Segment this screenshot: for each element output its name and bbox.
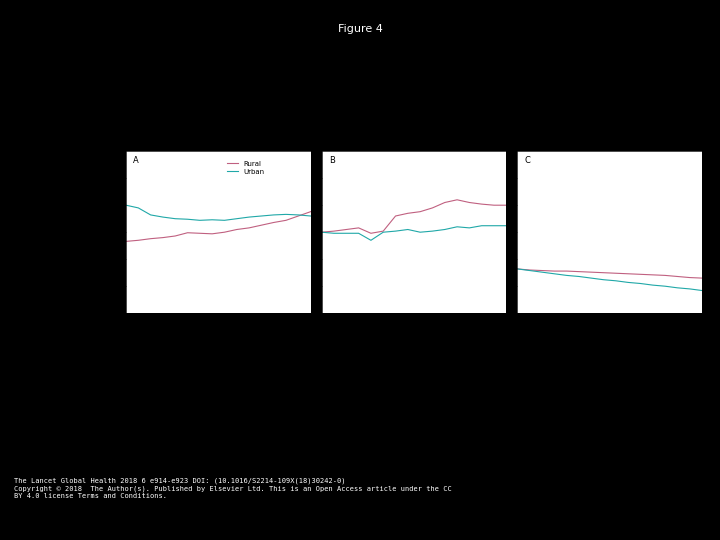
Rural (538, 267, 546, 274)
Urban (465, 225, 474, 231)
Rural (158, 234, 167, 241)
Urban (306, 213, 315, 219)
Urban (649, 282, 657, 288)
Rural (257, 222, 266, 228)
Urban (379, 229, 387, 235)
Rural (526, 267, 534, 273)
Line: Urban: Urban (518, 269, 702, 291)
Rural (391, 213, 400, 219)
Urban (611, 278, 620, 284)
Rural (490, 202, 498, 208)
Rural (342, 226, 351, 233)
Urban (502, 222, 510, 229)
Rural (636, 271, 645, 278)
Rural (587, 269, 595, 275)
Line: Urban: Urban (126, 205, 310, 220)
Urban (587, 275, 595, 281)
Urban (342, 230, 351, 237)
Rural (318, 229, 326, 235)
Rural (477, 201, 486, 207)
Urban (330, 230, 338, 237)
Urban (453, 224, 462, 230)
Rural (550, 268, 559, 274)
Urban (233, 215, 241, 222)
Rural (220, 229, 229, 235)
Urban (441, 226, 449, 233)
Urban (673, 285, 682, 291)
Line: Rural: Rural (518, 269, 702, 278)
Rural (685, 274, 694, 281)
Rural (441, 199, 449, 206)
Rural (330, 228, 338, 234)
Rural (366, 230, 375, 237)
Legend: Rural, Urban: Rural, Urban (225, 158, 267, 178)
Urban (366, 237, 375, 244)
Rural (624, 271, 632, 277)
Text: B: B (329, 156, 335, 165)
Urban (562, 272, 571, 279)
Rural (698, 275, 706, 281)
Urban (661, 283, 670, 289)
Rural (134, 237, 143, 244)
Rural (146, 235, 155, 242)
Rural (453, 197, 462, 203)
Urban (318, 229, 326, 235)
Text: C: C (525, 156, 531, 165)
Text: A: A (133, 156, 139, 165)
Urban (575, 273, 583, 280)
Rural (562, 268, 571, 274)
Rural (183, 230, 192, 236)
Rural (513, 266, 522, 272)
Rural (673, 273, 682, 280)
Rural (233, 226, 241, 233)
Urban (403, 226, 412, 233)
Rural (208, 231, 217, 237)
Text: The Lancet Global Health 2018 6 e914-e923 DOI: (10.1016/S2214-109X(18)30242-0)
C: The Lancet Global Health 2018 6 e914-e92… (14, 478, 452, 499)
Urban (550, 271, 559, 277)
Urban (208, 217, 217, 223)
Urban (416, 229, 425, 235)
Text: Figure 4: Figure 4 (338, 24, 382, 35)
Urban (282, 211, 290, 218)
Rural (428, 205, 437, 211)
Rural (599, 269, 608, 276)
Line: Urban: Urban (322, 226, 506, 240)
Rural (245, 225, 253, 231)
X-axis label: Year: Year (407, 325, 421, 331)
Line: Rural: Rural (322, 200, 506, 233)
Rural (171, 233, 179, 239)
Rural (269, 219, 278, 226)
Rural (649, 272, 657, 278)
Rural (465, 199, 474, 206)
Rural (502, 202, 510, 208)
Urban (146, 212, 155, 218)
Urban (122, 202, 130, 208)
X-axis label: Year: Year (211, 325, 225, 331)
Urban (183, 216, 192, 222)
Rural (354, 225, 363, 231)
Rural (294, 213, 302, 219)
Urban (490, 222, 498, 229)
Rural (306, 208, 315, 215)
Urban (599, 276, 608, 283)
Urban (685, 286, 694, 292)
Urban (477, 222, 486, 229)
Urban (220, 217, 229, 224)
Urban (538, 269, 546, 275)
Rural (575, 268, 583, 275)
Urban (624, 279, 632, 286)
Urban (158, 214, 167, 220)
Urban (698, 287, 706, 294)
Y-axis label: Age-standardised mental cy ears (per 10000 (pop_labev²): Age-standardised mental cy ears (per 100… (99, 131, 107, 334)
Rural (403, 210, 412, 217)
Urban (513, 266, 522, 272)
Rural (379, 228, 387, 234)
Rural (611, 270, 620, 276)
Urban (171, 215, 179, 222)
Urban (428, 228, 437, 234)
Rural (282, 217, 290, 224)
Urban (391, 228, 400, 234)
Rural (416, 208, 425, 215)
Urban (354, 230, 363, 237)
Line: Rural: Rural (126, 212, 310, 241)
